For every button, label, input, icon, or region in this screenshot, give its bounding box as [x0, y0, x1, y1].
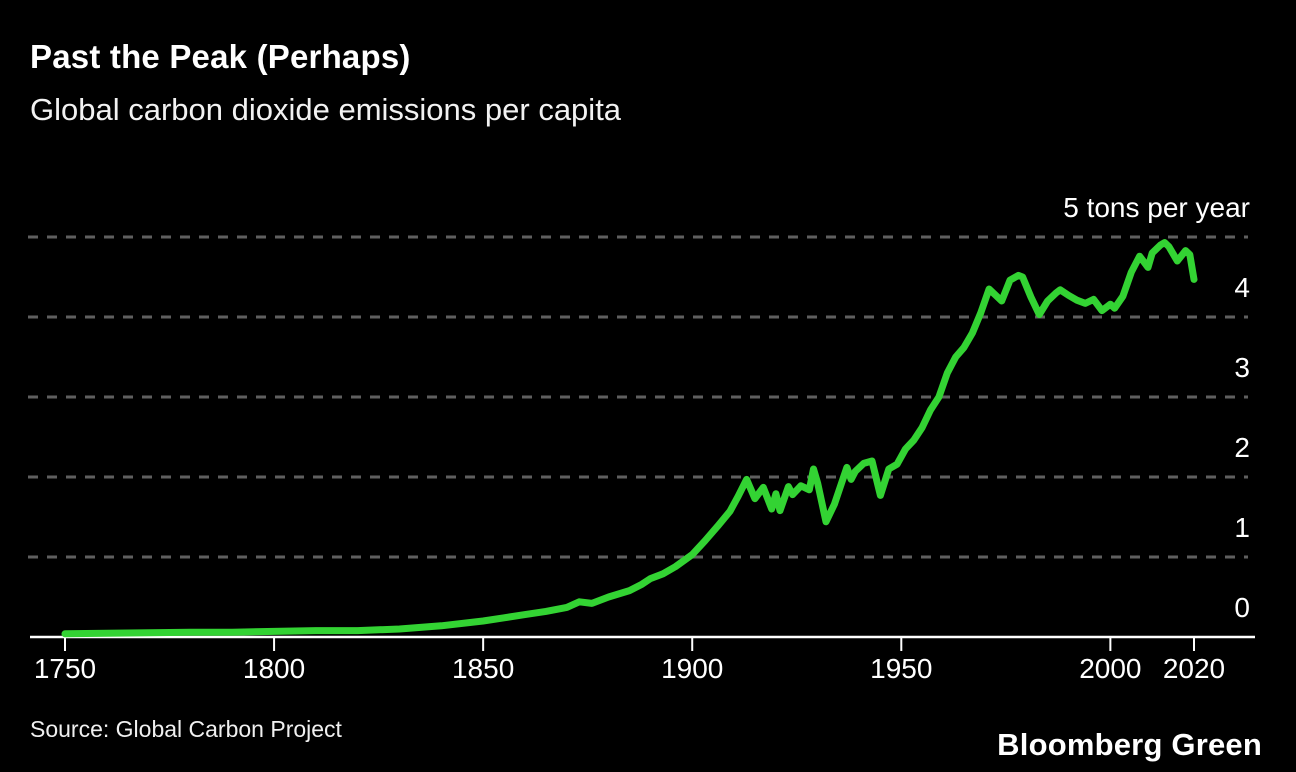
chart-subtitle: Global carbon dioxide emissions per capi…: [30, 92, 622, 127]
y-tick-label: 1: [1234, 512, 1250, 543]
x-tick-label: 1800: [242, 653, 306, 684]
y-tick-label: 4: [1234, 272, 1250, 303]
y-tick-label: 3: [1234, 352, 1250, 383]
x-tick-label: 1950: [870, 653, 933, 684]
source-note: Source: Global Carbon Project: [30, 716, 342, 742]
y-tick-label: 2: [1234, 432, 1250, 463]
x-tick-label: 2000: [1079, 653, 1142, 684]
x-tick-label: 1750: [33, 653, 97, 684]
gridlines: [28, 235, 1248, 559]
emissions-line: [61, 239, 1198, 638]
x-tick-marks: [64, 637, 1195, 651]
y-tick-label: 0: [1234, 592, 1250, 623]
x-tick-label: 2020: [1162, 653, 1226, 684]
x-tick-label: 1900: [661, 653, 724, 684]
bloomberg-green-logo: Bloomberg Green: [997, 727, 1262, 762]
chart-title: Past the Peak (Perhaps): [30, 38, 411, 75]
y-tick-label: 5 tons per year: [1063, 192, 1250, 223]
emissions-line-path: [61, 239, 1198, 638]
x-tick-label: 1850: [451, 653, 515, 684]
